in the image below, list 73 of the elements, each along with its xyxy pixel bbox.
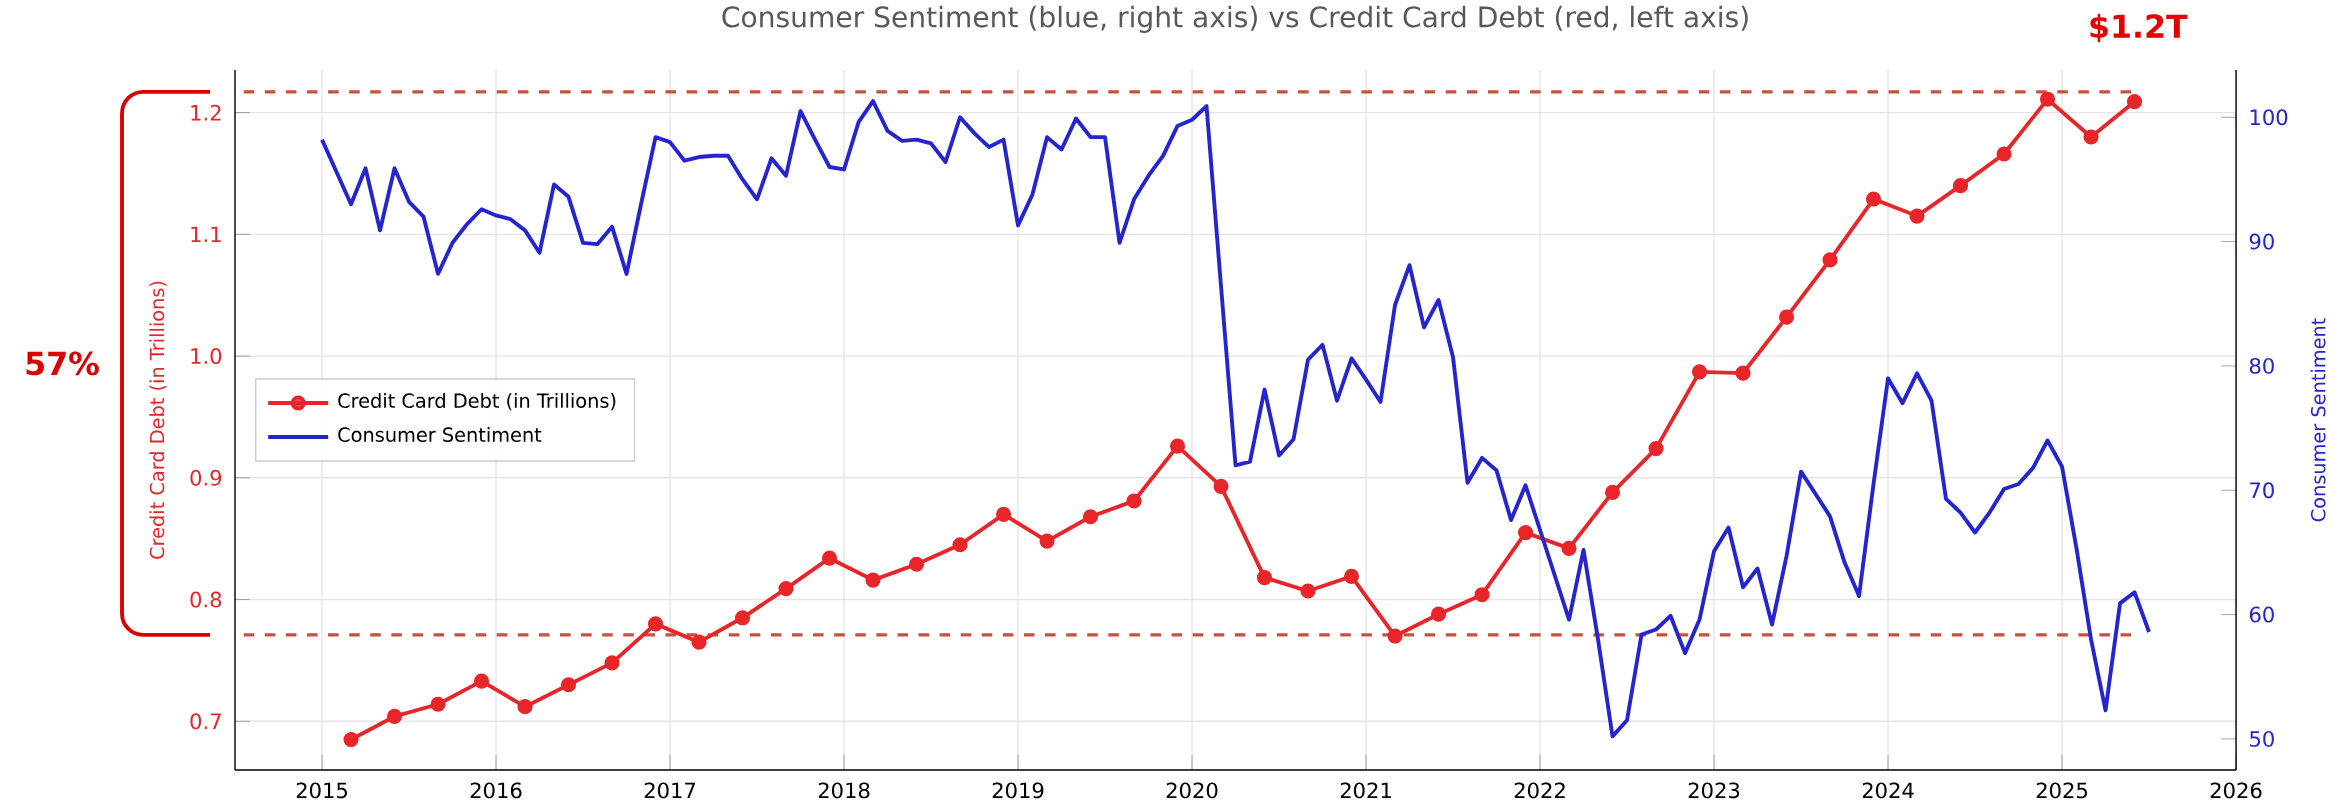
y-axis-title: Credit Card Debt (in Trillions) — [149, 281, 167, 559]
point — [1778, 309, 1795, 325]
point — [865, 572, 881, 588]
chart-title: Consumer Sentiment (blue, right axis) vs Credit Card Debt (red, left axis) — [722, 5, 1748, 33]
point — [1169, 438, 1186, 454]
point — [821, 550, 838, 566]
point — [430, 696, 446, 712]
x-tick-label: 2021 — [1340, 782, 1391, 799]
y2-tick-label: 50 — [2250, 730, 2274, 747]
point — [1691, 364, 1708, 380]
point — [1735, 365, 1751, 381]
point — [908, 556, 925, 572]
y2-tick-label: 70 — [2250, 482, 2274, 499]
point — [952, 537, 968, 553]
x-tick-label: 2026 — [2210, 782, 2262, 799]
y2-tick-label: 80 — [2249, 357, 2274, 374]
y-tick-label: 0.8 — [190, 591, 222, 608]
point — [1082, 509, 1099, 525]
point — [1474, 587, 1490, 603]
text: $1.2T — [2090, 13, 2188, 43]
point — [2083, 129, 2099, 145]
legend-label: Consumer Sentiment — [338, 426, 542, 442]
point — [560, 677, 577, 693]
y-tick-label: 1.0 — [191, 348, 222, 365]
point — [2039, 91, 2056, 107]
x-tick-label: 2025 — [2036, 782, 2087, 799]
point — [691, 634, 707, 650]
point — [778, 581, 794, 597]
y-tick-label: 1.1 — [191, 226, 221, 243]
point — [1822, 252, 1838, 268]
point — [1561, 540, 1577, 556]
point — [1387, 628, 1403, 644]
x-tick-label: 2016 — [470, 782, 522, 799]
x-tick-label: 2024 — [1862, 782, 1914, 799]
y2-tick-label: 100 — [2250, 109, 2288, 126]
point — [1952, 178, 1969, 194]
x-tick-label: 2018 — [818, 782, 870, 799]
x-tick-label: 2015 — [296, 782, 347, 799]
point — [1604, 484, 1621, 500]
point — [734, 610, 751, 626]
point — [1126, 493, 1142, 509]
x-tick-label: 2017 — [644, 782, 696, 799]
point — [1648, 441, 1664, 457]
point — [1909, 208, 1925, 224]
point — [2126, 94, 2143, 110]
legend-label: Credit Card Debt (in Trillions) — [338, 392, 616, 411]
point — [343, 731, 359, 748]
y-tick-label: 0.7 — [190, 713, 221, 730]
point — [473, 673, 490, 689]
x-tick-label: 2023 — [1688, 782, 1740, 799]
x-tick-label: 2022 — [1514, 782, 1565, 799]
point — [517, 699, 533, 715]
y-tick-label: 0.9 — [190, 469, 222, 486]
point — [1865, 191, 1882, 207]
point — [1213, 478, 1229, 494]
point — [995, 506, 1012, 522]
point — [1039, 533, 1055, 549]
x-tick-label: 2019 — [992, 782, 1044, 799]
point — [1343, 568, 1360, 584]
text: 57% — [26, 351, 99, 376]
point — [1996, 146, 2012, 162]
y2-tick-label: 60 — [2249, 606, 2274, 623]
point — [386, 708, 403, 724]
point — [647, 616, 664, 632]
y-tick-label: 1.2 — [191, 104, 221, 121]
point — [604, 655, 620, 671]
point — [1300, 583, 1316, 599]
point — [1430, 606, 1447, 622]
point — [1256, 570, 1273, 586]
x-tick-label: 2020 — [1166, 782, 1218, 799]
y2-axis-title: Consumer Sentiment — [2310, 318, 2326, 522]
y2-tick-label: 90 — [2249, 233, 2274, 250]
point — [1517, 525, 1534, 541]
